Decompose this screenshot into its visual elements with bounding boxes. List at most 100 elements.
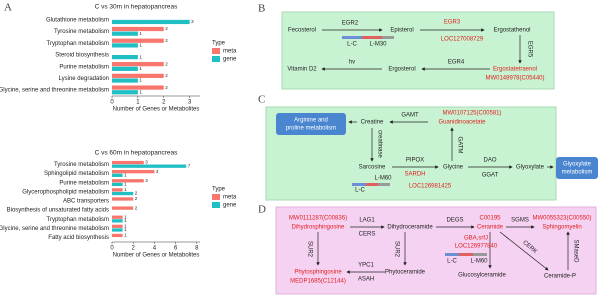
gene-id: LOC127008729 bbox=[441, 37, 484, 43]
gene-id: LOC126977840 bbox=[455, 244, 498, 250]
bar bbox=[112, 224, 123, 228]
x-tick-label: 2 bbox=[132, 246, 136, 252]
y-tick-label: Tryptophan metabolism bbox=[47, 217, 109, 223]
enzyme: SMaseD bbox=[572, 239, 578, 263]
bar bbox=[112, 85, 164, 90]
bar bbox=[112, 55, 138, 60]
x-tick-label: 3 bbox=[188, 100, 192, 106]
gene-id: LOC126981425 bbox=[409, 184, 452, 190]
node: Phytoceramide bbox=[385, 270, 426, 276]
node: Fecosterol bbox=[288, 28, 316, 34]
enzyme: EGR3 bbox=[444, 20, 461, 26]
x-tick-label: 2 bbox=[162, 100, 166, 106]
node: Glycine bbox=[443, 165, 464, 171]
value-label: 3 bbox=[191, 19, 194, 24]
gene-label: L-M60 bbox=[470, 259, 488, 265]
gene-label: L-M30 bbox=[369, 42, 387, 48]
value-label: 1 bbox=[139, 54, 142, 59]
value-label: 1 bbox=[139, 43, 142, 48]
y-tick-label: Tyrosine metabolism bbox=[54, 162, 109, 168]
bar bbox=[112, 215, 123, 219]
enzyme: GAMT bbox=[401, 113, 419, 119]
enzyme: hv bbox=[349, 60, 355, 66]
compound-id: MEDP1685(C12144) bbox=[290, 279, 346, 285]
bar bbox=[112, 43, 138, 48]
x-tick-label: 0 bbox=[110, 100, 114, 106]
enzyme: GBA,srfJ bbox=[464, 236, 488, 242]
legend-swatch bbox=[212, 56, 220, 62]
x-tick-label: 4 bbox=[153, 246, 157, 252]
value-label: 1 bbox=[124, 233, 127, 238]
bar bbox=[112, 90, 138, 95]
enzyme: SUR2 bbox=[306, 241, 312, 258]
gene-label: L-M60 bbox=[374, 176, 392, 182]
x-tick-label: 8 bbox=[195, 246, 199, 252]
enzyme: YPC1 bbox=[358, 263, 374, 269]
node: Sarcosine bbox=[359, 165, 386, 171]
bar bbox=[112, 31, 138, 36]
bar bbox=[112, 73, 164, 78]
bar bbox=[112, 19, 190, 25]
x-axis-label: Number of Genes or Metabolites bbox=[113, 253, 200, 259]
node: Ceramide bbox=[477, 225, 504, 231]
node: Ergostatetraenol bbox=[493, 67, 537, 73]
pathway: proline metabolism bbox=[286, 126, 336, 132]
gene-structure bbox=[352, 183, 390, 186]
chart-title: C vs 60m in hepatopancreas bbox=[95, 150, 178, 157]
gene-label: L-C bbox=[355, 188, 365, 194]
value-label: 1 bbox=[124, 187, 127, 192]
enzyme: DAO bbox=[483, 158, 496, 164]
enzyme: SGMS bbox=[511, 218, 529, 224]
y-tick-label: Glycerophospholipid metabolism bbox=[22, 189, 109, 195]
y-tick-label: Steroid biosynthesis bbox=[55, 53, 109, 59]
legend-label: gene bbox=[223, 203, 237, 209]
value-label: 1 bbox=[124, 182, 127, 187]
y-tick-label: Lysine degradation bbox=[59, 76, 109, 82]
enzyme: LAG1 bbox=[359, 218, 375, 224]
node: Vitamin D2 bbox=[287, 67, 317, 73]
bar bbox=[112, 188, 123, 192]
value-label: 1 bbox=[124, 214, 127, 219]
value-label: 2 bbox=[165, 38, 168, 43]
enzyme: creatinase bbox=[376, 130, 382, 158]
bar bbox=[112, 160, 144, 165]
node: Ergosterol bbox=[388, 67, 415, 73]
value-label: 1 bbox=[139, 78, 142, 83]
value-label: 1 bbox=[124, 172, 127, 177]
bar bbox=[112, 164, 187, 168]
y-tick-label: Purine metabolism bbox=[59, 64, 109, 70]
y-tick-label: Purine metabolism bbox=[59, 180, 109, 186]
bar bbox=[112, 66, 138, 71]
legend-title: Type bbox=[212, 41, 226, 47]
node: Creatine bbox=[361, 120, 384, 126]
enzyme: EGR2 bbox=[342, 21, 359, 27]
compound-id: MW0107125(C00581) bbox=[442, 111, 501, 117]
gene-label: L-C bbox=[447, 259, 457, 265]
compound-id: MW0111287(C00836) bbox=[289, 216, 347, 222]
enzyme: ASAH bbox=[358, 277, 374, 283]
x-tick-label: 1 bbox=[136, 100, 140, 106]
bar bbox=[112, 173, 123, 177]
node: Phytosphingosine bbox=[294, 270, 342, 276]
node: Guanidinoacetate bbox=[438, 120, 486, 126]
y-tick-label: Sphingolipid metabolism bbox=[44, 171, 109, 177]
x-axis-label: Number of Genes or Metabolites bbox=[113, 107, 200, 113]
value-label: 1 bbox=[139, 66, 142, 71]
enzyme: CERS bbox=[359, 232, 376, 238]
y-tick-label: Tyrosine metabolism bbox=[54, 29, 109, 35]
pathway: Glyoxylate bbox=[563, 162, 592, 168]
enzyme: DEGS bbox=[446, 218, 463, 224]
value-label: 1 bbox=[124, 227, 127, 232]
enzyme: EGR5 bbox=[526, 41, 532, 58]
value-label: 3 bbox=[145, 160, 148, 165]
bar bbox=[112, 206, 134, 210]
value-label: 2 bbox=[165, 73, 168, 78]
compound-id: MW0148978(C05440) bbox=[485, 76, 544, 82]
y-tick-label: Tryptophan metabolism bbox=[47, 41, 109, 47]
value-label: 2 bbox=[135, 191, 138, 196]
chart-title: C vs 30m in hepatopancreas bbox=[95, 4, 178, 11]
bar bbox=[112, 62, 164, 67]
enzyme: SUR2 bbox=[393, 241, 399, 258]
gene-structure bbox=[445, 253, 487, 256]
enzyme: SARDH bbox=[404, 172, 425, 178]
